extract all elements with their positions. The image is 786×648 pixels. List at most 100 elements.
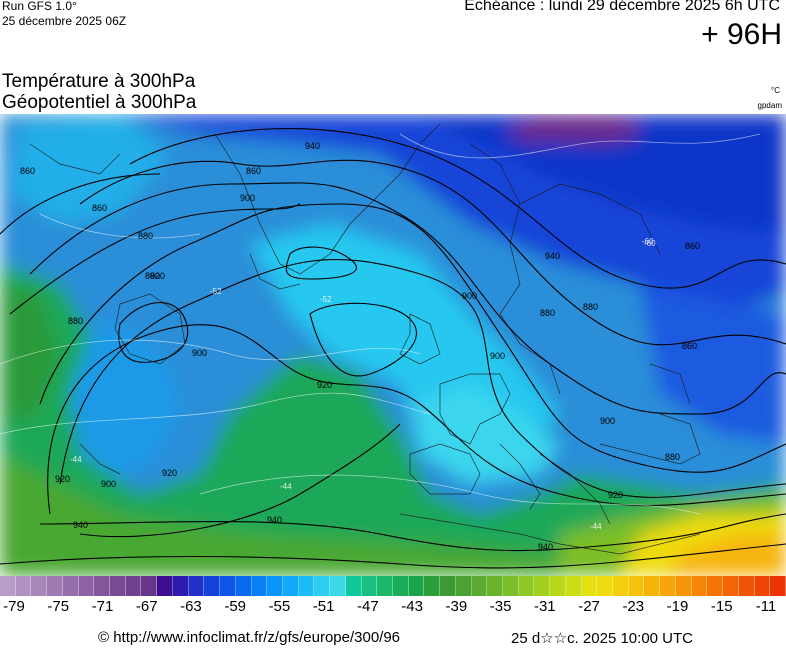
colorbar-swatch xyxy=(141,576,158,596)
run-label: Run GFS 1.0° xyxy=(2,0,77,13)
colorbar-tick-label: -35 xyxy=(489,598,512,615)
temperature-label: -52 xyxy=(320,295,332,304)
run-date: 25 décembre 2025 06Z xyxy=(2,14,127,28)
colorbar-tick-label: -47 xyxy=(357,598,379,615)
colorbar-swatch xyxy=(581,576,598,596)
contour-label: 920 xyxy=(150,271,165,281)
title-geopotential: Géopotentiel à 300hPa xyxy=(2,92,197,113)
colorbar-swatch xyxy=(31,576,48,596)
unit-geopotential: gpdam xyxy=(757,101,782,110)
colorbar-swatch xyxy=(738,576,755,596)
contour-label: 880 xyxy=(583,302,598,312)
colorbar-tick-label: -71 xyxy=(91,598,114,615)
colorbar-swatch xyxy=(377,576,393,596)
temperature-label: -44 xyxy=(70,455,82,464)
colorbar-swatch xyxy=(723,576,739,596)
colorbar-swatch xyxy=(330,576,346,596)
contour-label: 940 xyxy=(267,515,282,525)
temperature-label: -44 xyxy=(590,522,602,531)
contour-label: 860 xyxy=(685,241,700,251)
colorbar-swatch xyxy=(172,576,189,596)
colorbar-tick-label: -55 xyxy=(268,598,291,615)
colorbar-swatch xyxy=(754,576,771,596)
colorbar-swatch xyxy=(204,576,221,596)
unit-temperature: °C xyxy=(771,86,780,95)
colorbar-tick-label: -23 xyxy=(622,598,645,615)
colorbar-swatch xyxy=(94,576,111,596)
contour-label: 940 xyxy=(305,141,320,151)
colorbar-swatch xyxy=(455,576,472,596)
colorbar-swatch xyxy=(47,576,63,596)
contour-label: 940 xyxy=(73,520,88,530)
temperature-labels: -52 -60 -60 -52 -44 -44 -44 xyxy=(70,237,656,531)
contour-label: 920 xyxy=(162,468,177,478)
colorbar-swatch xyxy=(408,576,425,596)
colorbar-swatch xyxy=(345,576,362,596)
contour-labels: 860 880 900 920 940 860 880 900 880 860 … xyxy=(20,141,700,552)
temperature-label: -60 xyxy=(644,239,656,248)
contour-label: 880 xyxy=(68,316,83,326)
colorbar-swatch xyxy=(15,576,32,596)
contour-label: 880 xyxy=(665,452,680,462)
colorbar-tick-label: -51 xyxy=(312,598,335,615)
colorbar-swatch xyxy=(518,576,535,596)
colorbar-swatch xyxy=(282,576,299,596)
colorbar-tick-label: -31 xyxy=(533,598,556,615)
contour-label: 940 xyxy=(538,542,553,552)
colorbar-tick-label: -63 xyxy=(180,598,202,615)
colorbar-swatch xyxy=(503,576,519,596)
temperature-label: -60 xyxy=(642,237,654,246)
contour-label: 900 xyxy=(101,479,116,489)
colorbar-tick-label: -15 xyxy=(710,598,733,615)
colorbar-swatch xyxy=(267,576,283,596)
colorbar-swatch xyxy=(613,576,629,596)
colorbar-swatch xyxy=(675,576,692,596)
colorbar-swatch xyxy=(361,576,378,596)
colorbar-swatch xyxy=(125,576,142,596)
colorbar-ticks: -79 -75 -71 -67 -63 -59 -55 -51 -47 -43 -39 -35 -31 -… xyxy=(0,598,786,618)
contour-label: 940 xyxy=(545,251,560,261)
contour-label: 880 xyxy=(145,271,160,281)
weather-map: 860 880 900 920 940 860 880 900 880 860 … xyxy=(0,114,786,576)
colorbar-tick-label: -43 xyxy=(401,598,423,615)
temperature-label: -52 xyxy=(210,287,222,296)
colorbar-swatch xyxy=(314,576,331,596)
footer-url: © http://www.infoclimat.fr/z/gfs/europe/… xyxy=(98,629,401,646)
colorbar xyxy=(0,576,786,596)
contour-label: 900 xyxy=(240,193,255,203)
colorbar-swatch xyxy=(251,576,268,596)
contour-label: 920 xyxy=(317,380,332,390)
colorbar-swatch xyxy=(78,576,95,596)
colorbar-tick-label: -59 xyxy=(224,598,247,615)
colorbar-tick-label: -11 xyxy=(755,598,777,615)
contour-label: 900 xyxy=(490,351,505,361)
contour-label: 860 xyxy=(20,166,35,176)
colorbar-swatch xyxy=(235,576,252,596)
contour-label: 860 xyxy=(682,341,697,351)
colorbar-tick-label: -75 xyxy=(47,598,70,615)
coastlines xyxy=(29,123,701,555)
contour-label: 860 xyxy=(92,203,107,213)
contour-label: 900 xyxy=(192,348,207,358)
contour-label: 920 xyxy=(608,490,623,500)
colorbar-swatch xyxy=(157,576,173,596)
colorbar-swatch xyxy=(110,576,126,596)
geopotential-contours xyxy=(0,127,786,569)
temperature-label: -44 xyxy=(280,482,292,491)
contour-label: 880 xyxy=(138,231,153,241)
colorbar-swatch xyxy=(487,576,503,596)
colorbar-swatch xyxy=(471,576,488,596)
colorbar-tick-label: -19 xyxy=(666,598,689,615)
colorbar-swatch xyxy=(565,576,582,596)
colorbar-tick-label: -67 xyxy=(135,598,158,615)
colorbar-swatch xyxy=(691,576,708,596)
colorbar-swatch xyxy=(597,576,614,596)
colorbar-swatch xyxy=(62,576,79,596)
colorbar-swatch xyxy=(392,576,409,596)
colorbar-tick-label: -27 xyxy=(578,598,600,615)
contour-label: 900 xyxy=(462,291,477,301)
colorbar-swatch xyxy=(220,576,236,596)
colorbar-swatch xyxy=(298,576,315,596)
contour-label: 880 xyxy=(540,308,555,318)
colorbar-swatch xyxy=(628,576,645,596)
